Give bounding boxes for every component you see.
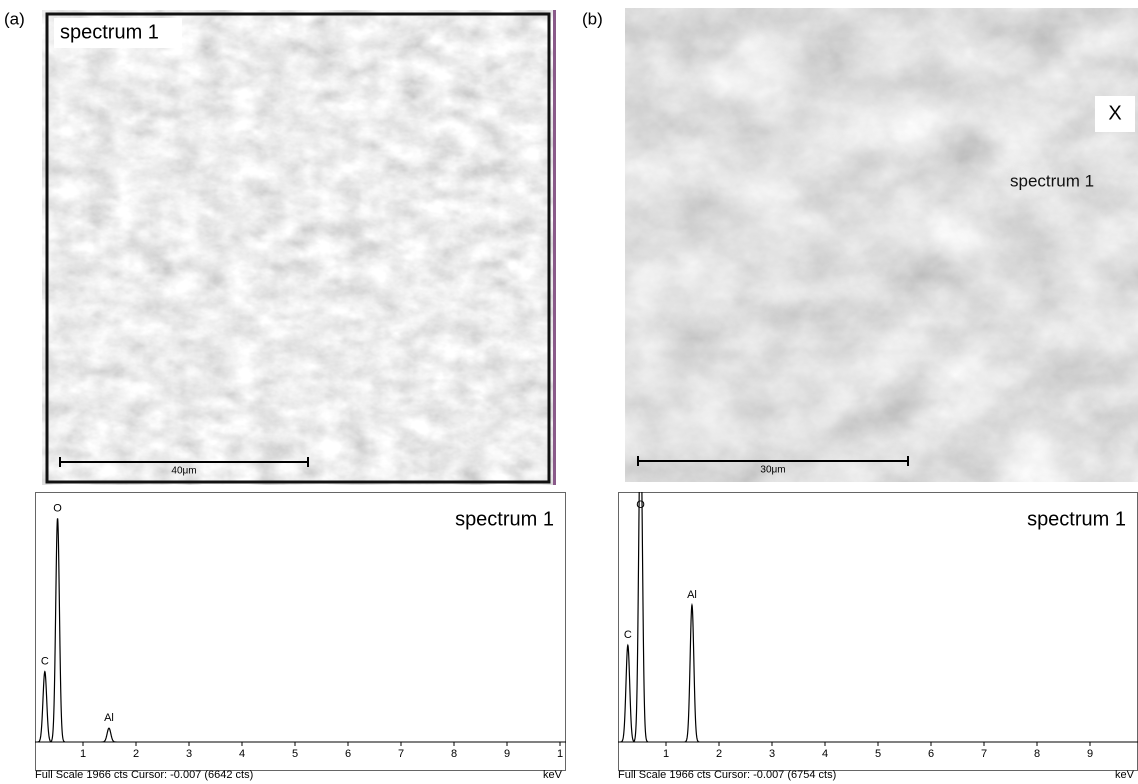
spectrum-frame [618, 492, 1138, 771]
sem-image [625, 8, 1138, 482]
spectrum-peak [632, 492, 649, 742]
x-tick-label: 7 [981, 748, 987, 760]
spectrum-peak [684, 602, 700, 742]
x-tick-label: 1 [80, 748, 86, 760]
spectrum-trace [37, 518, 117, 742]
spectrum-title: spectrum 1 [455, 508, 554, 530]
image-caption: spectrum 1 [1010, 171, 1094, 190]
spectrum-title: spectrum 1 [1027, 508, 1126, 530]
peak-label: O [636, 499, 645, 511]
x-tick-label: 1 [557, 748, 563, 760]
peak-label: O [53, 502, 62, 514]
sem-image [42, 10, 556, 485]
peak-label: C [624, 629, 632, 641]
peak-label: Al [104, 712, 114, 724]
spectrum-frame [35, 492, 566, 771]
marker-box [1095, 96, 1135, 132]
spectrum-trace [620, 492, 700, 742]
x-tick-label: 3 [186, 748, 192, 760]
image-caption: spectrum 1 [60, 21, 159, 43]
axis-unit: keV [543, 769, 563, 781]
spectrum-footer: Full Scale 1966 cts Cursor: -0.007 (6642… [35, 769, 253, 781]
spectrum-peak [620, 643, 636, 742]
x-tick-label: 6 [928, 748, 934, 760]
x-tick-label: 9 [1087, 748, 1093, 760]
spectrum-peak [50, 518, 66, 742]
x-tick-label: 2 [133, 748, 139, 760]
spectrum-peak [101, 727, 117, 742]
scale-bar-label: 30μm [760, 465, 785, 476]
panel-label: (b) [582, 9, 603, 28]
x-tick-label: 7 [398, 748, 404, 760]
x-tick-label: 8 [451, 748, 457, 760]
spectrum-footer: Full Scale 1966 cts Cursor: -0.007 (6754… [618, 769, 836, 781]
x-tick-label: 3 [769, 748, 775, 760]
x-tick-label: 5 [875, 748, 881, 760]
caption-box [54, 18, 182, 48]
x-tick-label: 4 [822, 748, 828, 760]
peak-label: Al [687, 589, 697, 601]
spectrum-peak [37, 670, 53, 742]
axis-unit: keV [1115, 769, 1135, 781]
image-edge [553, 10, 556, 485]
image-marker: X [1108, 102, 1121, 124]
x-tick-label: 1 [663, 748, 669, 760]
scale-bar-label: 40μm [171, 466, 196, 477]
x-tick-label: 9 [504, 748, 510, 760]
panel-label: (a) [4, 9, 25, 28]
selection-box [45, 12, 551, 484]
x-tick-label: 5 [292, 748, 298, 760]
x-tick-label: 2 [716, 748, 722, 760]
x-tick-label: 4 [239, 748, 245, 760]
x-tick-label: 6 [345, 748, 351, 760]
peak-label: C [41, 656, 49, 668]
x-tick-label: 8 [1034, 748, 1040, 760]
